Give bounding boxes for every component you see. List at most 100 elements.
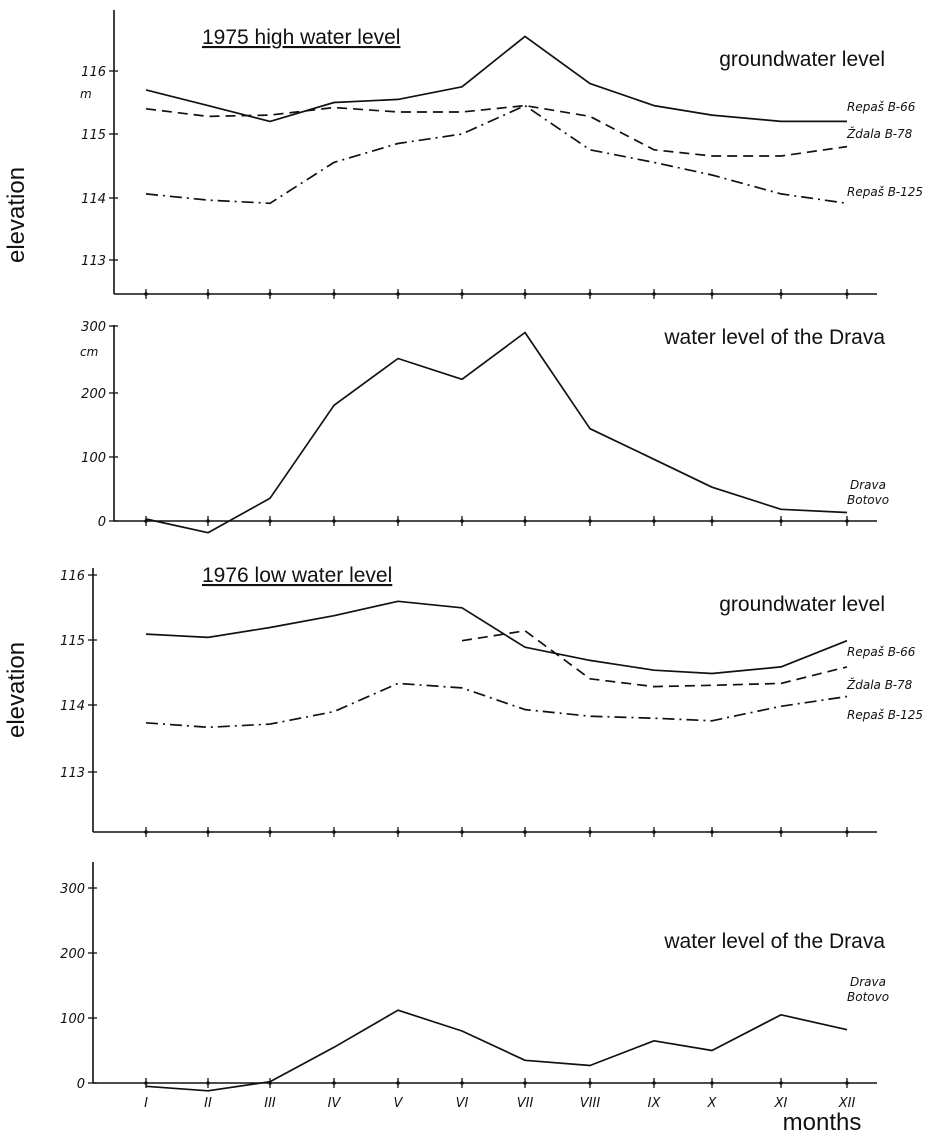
x-tick-dot <box>652 292 656 296</box>
y-tick-label: 116 <box>81 65 106 80</box>
panel-subtitle: water level of the Drava <box>663 930 885 953</box>
x-tick-dot <box>144 1081 148 1085</box>
panel-subtitle: water level of the Drava <box>663 326 885 349</box>
x-tick-dot <box>332 1081 336 1085</box>
y-tick-label: 113 <box>81 254 106 269</box>
panel-title: 1975 high water level <box>202 26 400 49</box>
x-tick-dot <box>845 830 849 834</box>
x-tick-dot <box>652 519 656 523</box>
x-tick-dot <box>206 519 210 523</box>
panel-title: 1976 low water level <box>202 564 392 587</box>
ylabel-top: elevation <box>3 167 30 263</box>
x-tick-label: III <box>264 1096 276 1111</box>
x-tick-dot <box>588 292 592 296</box>
x-tick-dot <box>206 1081 210 1085</box>
panel-subtitle: groundwater level <box>719 48 885 71</box>
xlabel: months <box>783 1109 862 1136</box>
series-label: Ždala B-78 <box>846 677 913 692</box>
x-tick-dot <box>652 1081 656 1085</box>
ylabel-bottom: elevation <box>3 642 30 738</box>
x-tick-dot <box>710 292 714 296</box>
y-tick-label: 200 <box>60 947 85 962</box>
y-unit-label: m <box>80 87 92 101</box>
x-tick-dot <box>588 830 592 834</box>
x-tick-dot <box>206 292 210 296</box>
y-tick-label: 100 <box>81 451 106 466</box>
x-tick-label: VIII <box>580 1096 601 1111</box>
panel-1976-groundwater: 113 114 115 116 1976 low water level groundwa… <box>60 564 923 837</box>
x-tick-dot <box>144 830 148 834</box>
x-tick-label: I <box>144 1096 148 1111</box>
y-unit-label: cm <box>80 345 98 359</box>
x-tick-label: X <box>707 1096 718 1111</box>
series-line <box>145 331 848 534</box>
x-tick-label: IX <box>648 1096 662 1111</box>
series-line <box>145 104 848 205</box>
x-tick-dot <box>779 1081 783 1085</box>
y-tick-label: 300 <box>60 882 85 897</box>
series-line <box>461 629 848 688</box>
x-tick-label: XII <box>838 1096 856 1111</box>
x-tick-label: VI <box>456 1096 469 1111</box>
x-tick-dot <box>206 830 210 834</box>
series-line <box>145 35 847 123</box>
x-tick-dot <box>460 830 464 834</box>
x-tick-dot <box>845 292 849 296</box>
x-tick-dot <box>523 1081 527 1085</box>
x-tick-dot <box>779 830 783 834</box>
x-tick-dot <box>845 1081 849 1085</box>
x-tick-dot <box>710 830 714 834</box>
x-tick-dot <box>396 292 400 296</box>
x-tick-dot <box>268 830 272 834</box>
y-tick-label: 115 <box>81 128 106 143</box>
x-tick-dot <box>332 519 336 523</box>
series-label: Ždala B-78 <box>846 126 913 141</box>
x-tick-dot <box>652 830 656 834</box>
panel-1975-groundwater: 113 114 115 116 m 1975 high water level ground… <box>80 10 923 299</box>
x-tick-dot <box>332 830 336 834</box>
series-line <box>145 600 848 675</box>
x-tick-dot <box>144 292 148 296</box>
y-tick-label: 100 <box>60 1012 85 1027</box>
panel-1975-drava: 0 100 200 300 cm water level of the Drava Drav… <box>80 320 889 534</box>
x-tick-dot <box>588 1081 592 1085</box>
x-tick-label: V <box>394 1096 404 1111</box>
series-label: Botovo <box>847 990 889 1004</box>
y-tick-label: 116 <box>60 569 85 584</box>
x-tick-dot <box>779 519 783 523</box>
series-line <box>145 1009 848 1092</box>
y-tick-label: 115 <box>60 634 85 649</box>
series-label: Repaš B-66 <box>847 100 916 114</box>
series-line <box>145 682 848 729</box>
y-tick-label: 200 <box>81 387 106 402</box>
series-label: Botovo <box>847 493 889 507</box>
x-tick-dot <box>523 292 527 296</box>
x-tick-dot <box>396 1081 400 1085</box>
x-tick-dot <box>523 519 527 523</box>
x-tick-dot <box>268 292 272 296</box>
y-tick-label: 0 <box>77 1077 85 1092</box>
x-tick-dot <box>144 519 148 523</box>
x-tick-dot <box>460 292 464 296</box>
x-tick-dot <box>710 519 714 523</box>
x-tick-label: IV <box>328 1096 342 1111</box>
x-tick-dot <box>396 830 400 834</box>
panel-subtitle: groundwater level <box>719 593 885 616</box>
series-label: Drava <box>850 975 886 989</box>
x-tick-dot <box>460 1081 464 1085</box>
series-label: Drava <box>850 478 886 492</box>
series-label: Repaš B-66 <box>847 645 916 659</box>
y-tick-label: 114 <box>60 699 85 714</box>
x-tick-dot <box>523 830 527 834</box>
x-tick-dot <box>460 519 464 523</box>
y-tick-label: 114 <box>81 192 106 207</box>
x-tick-dot <box>396 519 400 523</box>
x-tick-dot <box>779 292 783 296</box>
x-tick-dot <box>845 519 849 523</box>
series-label: Repaš B-125 <box>847 708 923 722</box>
y-tick-label: 300 <box>81 320 106 335</box>
y-tick-label: 0 <box>98 515 106 530</box>
series-label: Repaš B-125 <box>847 185 923 199</box>
x-tick-label: XI <box>774 1096 788 1111</box>
